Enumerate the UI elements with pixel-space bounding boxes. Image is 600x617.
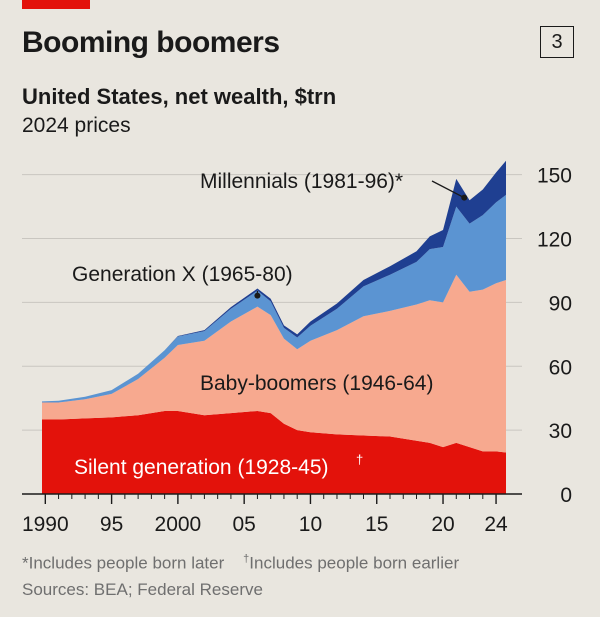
footnote-2-mark: † — [243, 553, 250, 565]
y-tick-label-90: 90 — [549, 292, 572, 315]
footnote-2: Includes people born earlier — [249, 553, 460, 573]
chart-subtitle: United States, net wealth, $trn — [22, 84, 337, 109]
chart-subtitle-units: 2024 prices — [22, 114, 131, 137]
series-label-silent-mark: † — [356, 452, 363, 467]
x-tick-label-1995: 95 — [100, 513, 123, 536]
y-tick-label-60: 60 — [549, 356, 572, 379]
series-label-generation-x: Generation X (1965-80) — [72, 263, 293, 286]
x-tick-label-2015: 15 — [365, 513, 388, 536]
x-tick-label-2000: 2000 — [155, 513, 202, 536]
y-tick-label-30: 30 — [549, 420, 572, 443]
series-label-silent-generation: Silent generation (1928-45) — [74, 456, 329, 479]
millennials-pointer-line — [431, 180, 465, 199]
footnote-1-mark: * — [22, 553, 29, 573]
footnotes: *Includes people born later †Includes pe… — [22, 553, 459, 574]
x-tick-label-2024: 24 — [484, 513, 508, 536]
x-tick-label-2020: 20 — [431, 513, 454, 536]
y-tick-label-0: 0 — [560, 484, 572, 507]
series-label-millennials: Millennials (1981-96)* — [200, 170, 403, 193]
area-series-3 — [42, 160, 506, 402]
area-series-1 — [42, 274, 506, 453]
x-tick-label-1990: 1990 — [22, 513, 69, 536]
x-tick-label-2010: 10 — [299, 513, 322, 536]
x-tick-label-2005: 05 — [232, 513, 255, 536]
area-series-2 — [42, 194, 506, 403]
source-line: Sources: BEA; Federal Reserve — [22, 580, 263, 599]
millennials-pointer-dot — [461, 194, 468, 201]
area-series-0 — [42, 410, 506, 494]
y-tick-label-150: 150 — [537, 165, 572, 188]
chart-title: Booming boomers — [22, 26, 280, 59]
genx-pointer-dot — [254, 292, 261, 299]
footnote-1: Includes people born later — [28, 553, 225, 573]
y-tick-label-120: 120 — [537, 229, 572, 252]
series-label-baby-boomers: Baby-boomers (1946-64) — [200, 372, 433, 395]
brand-tag — [22, 0, 90, 9]
chart-number-badge: 3 — [540, 26, 574, 58]
